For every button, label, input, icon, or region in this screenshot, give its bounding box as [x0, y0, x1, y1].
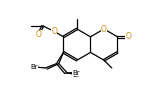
Text: O: O	[126, 32, 132, 41]
Text: O: O	[35, 30, 41, 39]
Text: Br: Br	[72, 72, 80, 78]
Text: O: O	[51, 27, 57, 36]
Text: O: O	[101, 25, 107, 33]
Text: Br: Br	[30, 64, 38, 70]
Text: Br: Br	[73, 70, 80, 76]
